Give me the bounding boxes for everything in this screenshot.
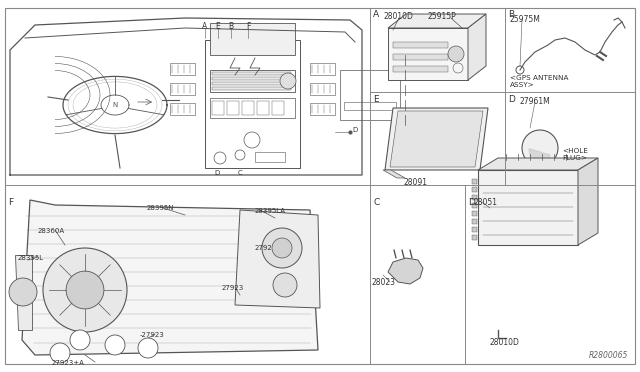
Text: 27961M: 27961M xyxy=(520,97,551,106)
Bar xyxy=(310,103,335,115)
Text: 28051: 28051 xyxy=(473,198,497,207)
Bar xyxy=(210,98,295,118)
Polygon shape xyxy=(15,255,32,330)
Circle shape xyxy=(522,130,558,166)
Text: D: D xyxy=(508,95,515,104)
Bar xyxy=(472,211,477,216)
Bar xyxy=(272,101,284,115)
Text: F: F xyxy=(8,198,13,207)
Polygon shape xyxy=(468,14,486,80)
Circle shape xyxy=(70,330,90,350)
Bar xyxy=(393,54,448,60)
Text: A: A xyxy=(202,22,207,31)
Polygon shape xyxy=(385,108,488,170)
Circle shape xyxy=(43,248,127,332)
Circle shape xyxy=(280,73,296,89)
Text: 28395LA: 28395LA xyxy=(255,208,286,214)
Text: 28395L: 28395L xyxy=(18,255,44,261)
Bar xyxy=(472,203,477,208)
Text: E: E xyxy=(216,22,220,31)
Bar xyxy=(472,195,477,200)
Text: 25975M: 25975M xyxy=(510,15,541,24)
Text: <GPS ANTENNA
ASSY>: <GPS ANTENNA ASSY> xyxy=(510,75,568,88)
Polygon shape xyxy=(478,158,598,170)
Polygon shape xyxy=(383,170,405,178)
Text: 28010D: 28010D xyxy=(383,12,413,21)
Text: D: D xyxy=(352,127,357,133)
Circle shape xyxy=(50,343,70,363)
Text: A: A xyxy=(373,10,379,19)
Bar xyxy=(478,170,578,245)
Bar xyxy=(212,77,291,80)
Circle shape xyxy=(66,271,104,309)
Text: N: N xyxy=(113,102,118,108)
Text: <HOLE
PLUG>: <HOLE PLUG> xyxy=(562,148,588,161)
Text: D: D xyxy=(214,170,220,176)
Bar xyxy=(344,102,396,110)
Bar xyxy=(257,101,269,115)
Text: E: E xyxy=(373,95,379,104)
Circle shape xyxy=(448,46,464,62)
Circle shape xyxy=(105,335,125,355)
Polygon shape xyxy=(235,210,320,308)
Circle shape xyxy=(262,228,302,268)
Polygon shape xyxy=(529,149,550,166)
Bar xyxy=(170,63,195,75)
Text: 27923+A: 27923+A xyxy=(52,360,84,366)
Bar xyxy=(170,83,195,95)
Circle shape xyxy=(9,278,37,306)
Text: 27923: 27923 xyxy=(222,285,244,291)
Bar xyxy=(472,227,477,232)
Text: C: C xyxy=(373,198,380,207)
Bar xyxy=(340,70,400,120)
Bar xyxy=(242,101,254,115)
Text: 28360A: 28360A xyxy=(38,228,65,234)
Polygon shape xyxy=(22,200,318,355)
Bar xyxy=(472,235,477,240)
Bar xyxy=(212,101,224,115)
Bar xyxy=(212,82,291,85)
Text: 27923+A: 27923+A xyxy=(255,245,288,251)
Polygon shape xyxy=(388,258,423,284)
Bar xyxy=(212,72,291,75)
Bar xyxy=(212,87,291,90)
Text: 25915P: 25915P xyxy=(428,12,457,21)
Bar xyxy=(170,103,195,115)
Text: B: B xyxy=(228,22,234,31)
Bar xyxy=(210,23,295,55)
Text: B: B xyxy=(508,10,514,19)
Text: D: D xyxy=(468,198,475,207)
Bar xyxy=(472,187,477,192)
Bar xyxy=(227,101,239,115)
Bar xyxy=(393,42,448,48)
Bar xyxy=(210,70,295,92)
Circle shape xyxy=(272,238,292,258)
Polygon shape xyxy=(578,158,598,245)
Text: -27923: -27923 xyxy=(140,332,164,338)
Circle shape xyxy=(138,338,158,358)
Bar xyxy=(388,28,468,80)
Text: 28023: 28023 xyxy=(372,278,396,287)
Polygon shape xyxy=(390,111,483,167)
Text: F: F xyxy=(246,22,250,31)
Circle shape xyxy=(273,273,297,297)
Text: R2800065: R2800065 xyxy=(589,351,628,360)
Bar xyxy=(472,219,477,224)
Bar xyxy=(393,66,448,72)
Bar xyxy=(255,152,285,162)
Text: 28010D: 28010D xyxy=(490,338,520,347)
Text: C: C xyxy=(237,170,243,176)
Bar xyxy=(310,63,335,75)
Bar xyxy=(205,40,300,168)
Bar xyxy=(310,83,335,95)
Polygon shape xyxy=(388,14,486,28)
Text: 28091: 28091 xyxy=(403,178,427,187)
Bar xyxy=(472,179,477,184)
Text: 28395N: 28395N xyxy=(147,205,173,211)
